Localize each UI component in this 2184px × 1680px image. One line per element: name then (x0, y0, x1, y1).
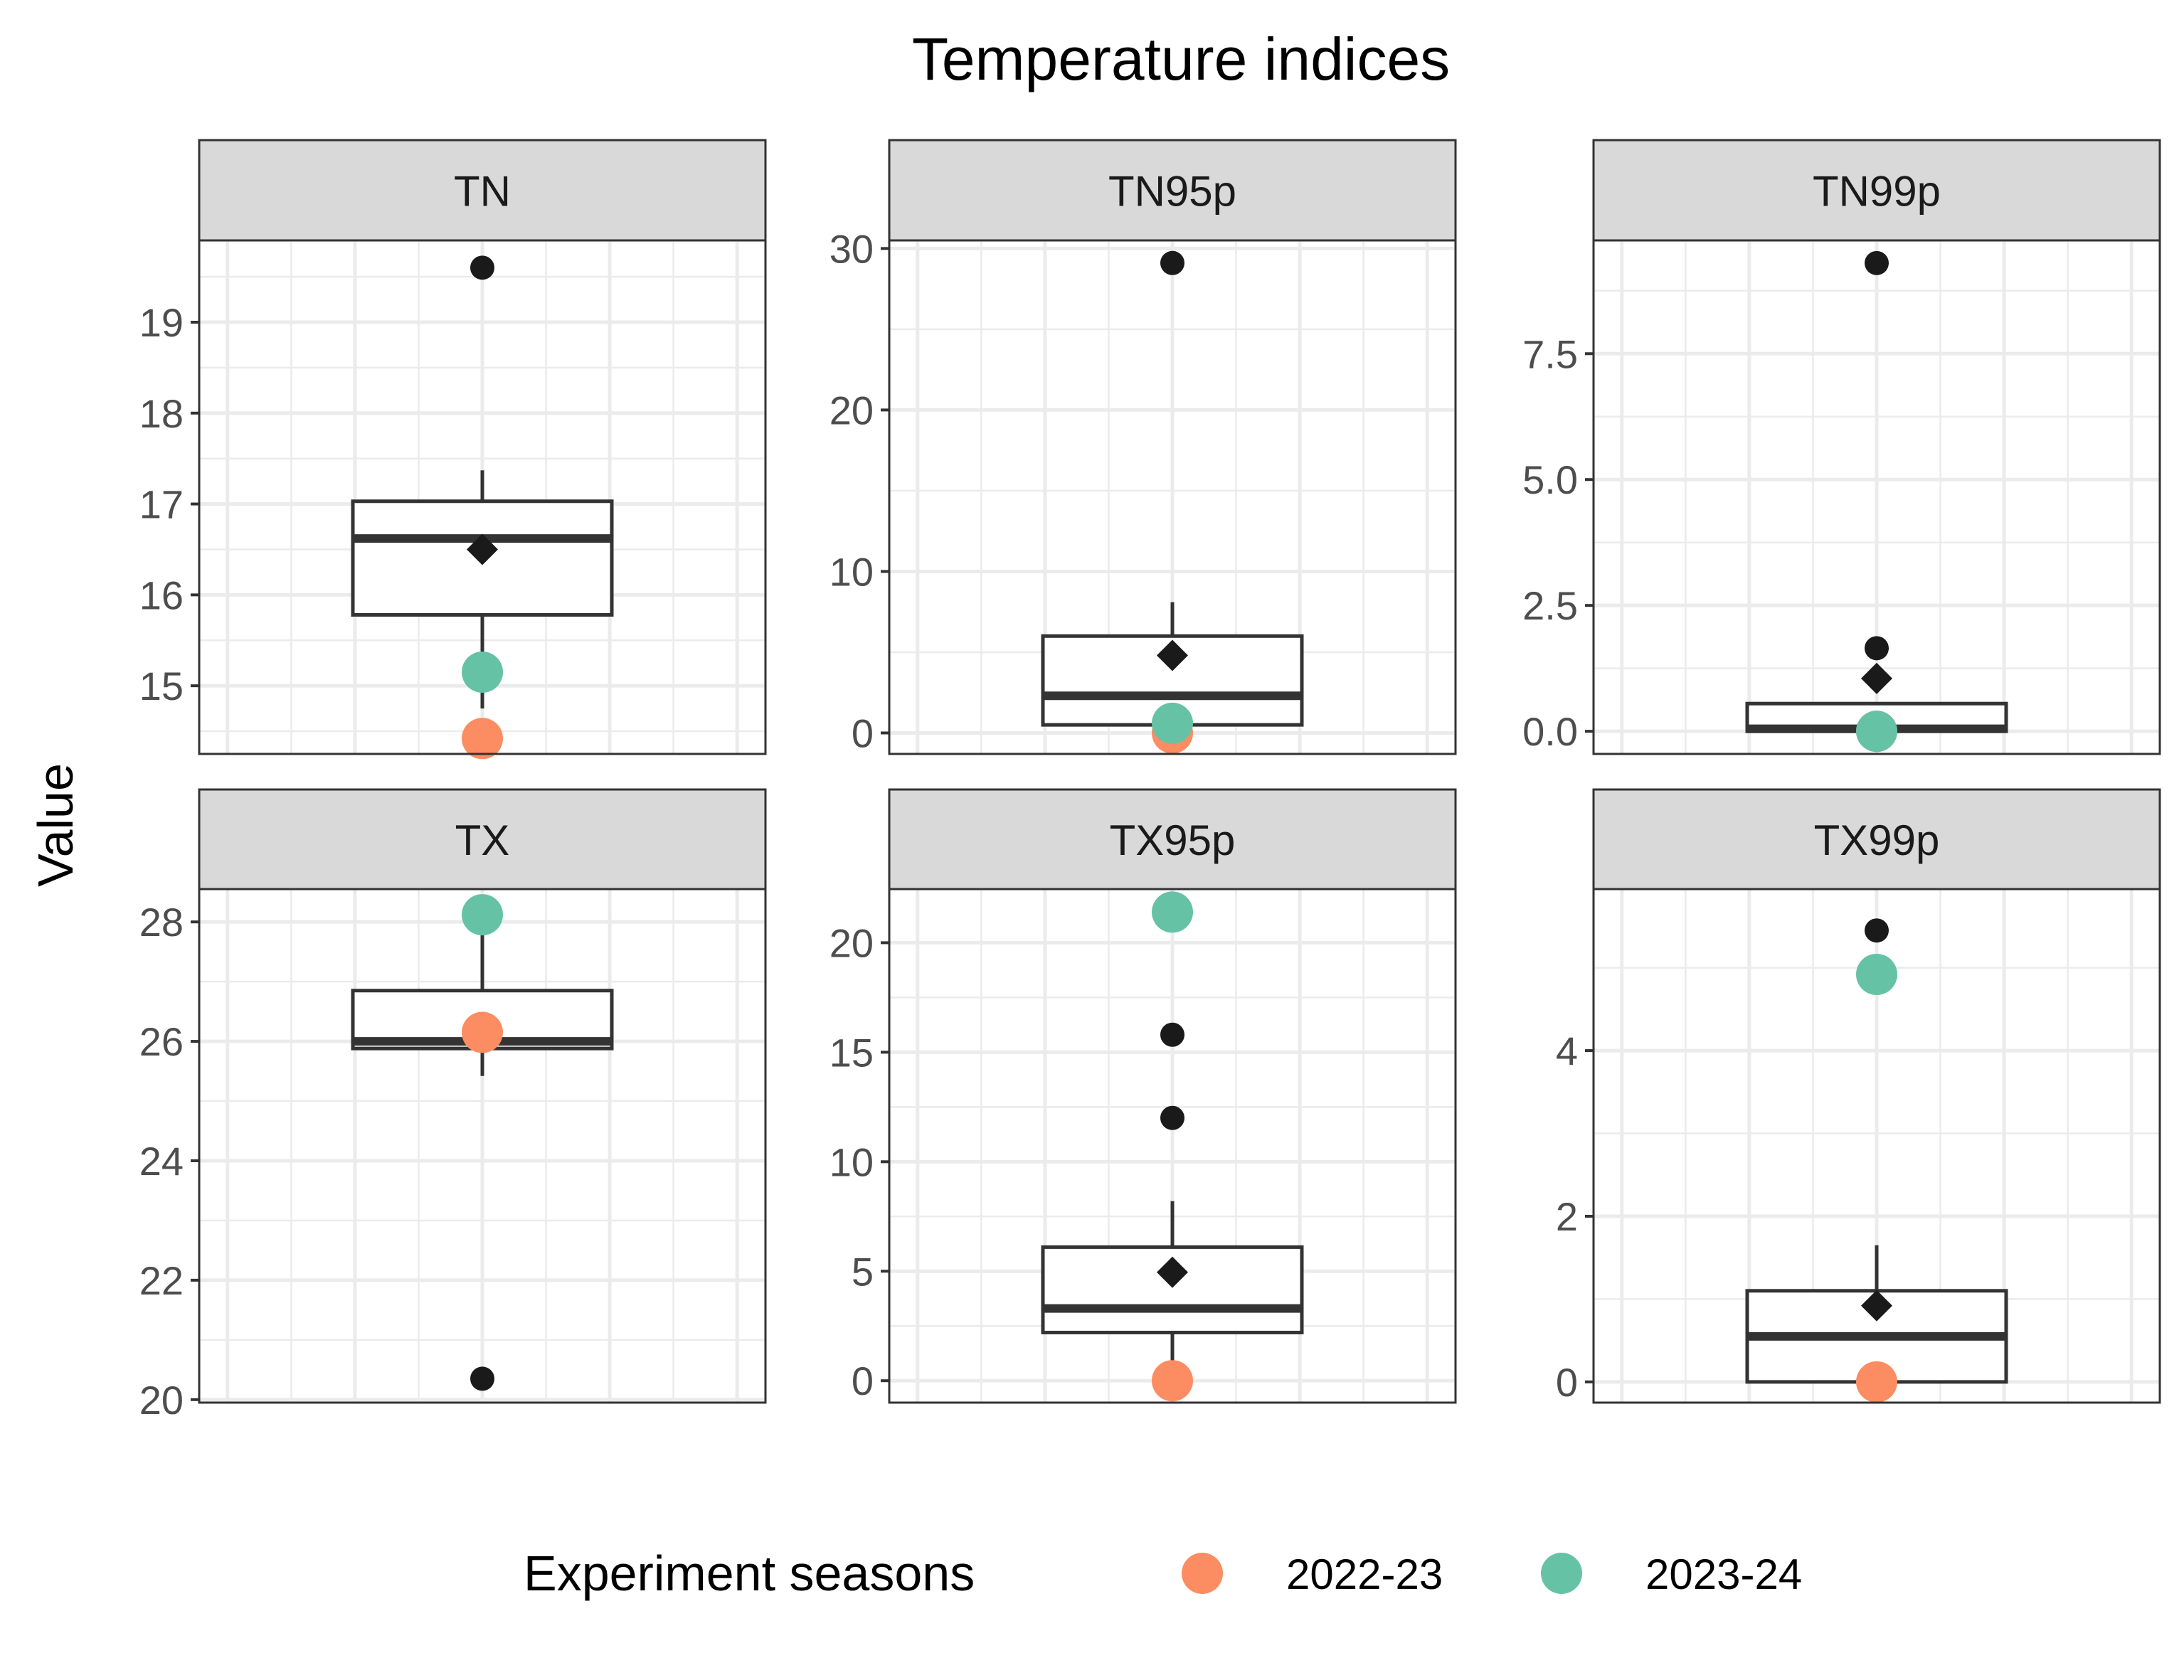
facet-strip (198, 139, 767, 242)
panel-border (1592, 888, 2161, 1404)
y-axis-label: Value (28, 763, 83, 887)
facet-strip (888, 788, 1457, 890)
mean-marker (1157, 639, 1188, 671)
legend-label: 2022-23 (1286, 1551, 1443, 1598)
y-tick-label: 19 (139, 300, 184, 345)
panel-border (198, 239, 767, 755)
facet-strip-label: TN (454, 168, 511, 216)
y-tick-label: 0 (852, 1359, 874, 1403)
facet-tn99p: TN99p 0.0 2.5 5.0 7.5 (1522, 139, 2161, 755)
y-tick-label: 5 (852, 1249, 874, 1294)
facet-strip-label: TX (455, 817, 510, 864)
outlier-point (1160, 1022, 1184, 1047)
facet-strip (198, 788, 767, 890)
outlier-point (1160, 1105, 1184, 1130)
y-tick-label: 10 (829, 549, 874, 594)
y-tick-label: 26 (139, 1019, 184, 1064)
facet-panels: TN1516171819TN95p0102030TN99p0.02.55.07.… (139, 139, 2161, 1423)
facet-strip-label: TN99p (1813, 168, 1941, 216)
facet-tx: TX 20 22 24 26 28 (139, 788, 767, 1423)
y-tick-label: 0 (852, 711, 874, 755)
season-point-2023-24 (1152, 891, 1193, 933)
y-tick-label: 2.5 (1522, 583, 1578, 628)
legend: Experiment seasons 2022-23 2023-24 (524, 1546, 1802, 1601)
mean-marker (1861, 662, 1892, 694)
season-point-2022-23 (462, 718, 503, 760)
y-tick-label: 10 (829, 1139, 874, 1184)
facet-strip-label: TN95p (1108, 168, 1236, 216)
y-tick-label: 20 (829, 388, 874, 432)
outlier-point (470, 1366, 494, 1391)
season-point-2023-24 (462, 894, 503, 936)
panel-border (888, 239, 1457, 755)
season-point-2022-23 (462, 1011, 503, 1053)
outlier-point (1865, 918, 1889, 943)
y-tick-label: 16 (139, 573, 184, 617)
legend-entry: 2023-24 (1541, 1551, 1802, 1598)
y-tick-label: 20 (139, 1378, 184, 1423)
season-point-2023-24 (1856, 953, 1897, 995)
y-tick-label: 20 (829, 920, 874, 965)
facet-strip (1592, 788, 2161, 890)
y-tick-label: 5.0 (1522, 457, 1578, 502)
mean-marker (1157, 1256, 1188, 1288)
outlier-point (1865, 636, 1889, 661)
legend-entries: 2022-23 2023-24 (1182, 1551, 1802, 1598)
y-tick-label: 2 (1556, 1194, 1578, 1239)
facet-tx95p: TX95p 0 5 10 15 20 (829, 788, 1457, 1404)
legend-swatch (1541, 1553, 1582, 1594)
panel-border (198, 888, 767, 1404)
facet-strip-label: TX95p (1110, 817, 1236, 864)
panel-border (1592, 239, 2161, 755)
y-tick-label: 4 (1556, 1028, 1578, 1073)
y-tick-label: 30 (829, 226, 874, 271)
season-point-2023-24 (1856, 711, 1897, 753)
facet-tn: TN 15 16 17 18 19 (139, 139, 767, 760)
season-point-2023-24 (1152, 702, 1193, 744)
mean-marker (467, 533, 498, 565)
legend-label: 2023-24 (1645, 1551, 1802, 1598)
y-tick-label: 15 (829, 1030, 874, 1075)
y-tick-label: 15 (139, 664, 184, 708)
facet-strip (1592, 139, 2161, 242)
y-tick-label: 17 (139, 482, 184, 527)
legend-title: Experiment seasons (524, 1546, 975, 1601)
panel-border (888, 888, 1457, 1404)
y-tick-label: 18 (139, 391, 184, 436)
season-point-2022-23 (1856, 1361, 1897, 1403)
chart-title: Temperature indices (912, 26, 1450, 92)
y-tick-label: 0 (1556, 1360, 1578, 1405)
season-point-2022-23 (1152, 1360, 1193, 1402)
y-tick-label: 0.0 (1522, 709, 1578, 754)
facet-strip-label: TX99p (1814, 817, 1940, 864)
legend-entry: 2022-23 (1182, 1551, 1443, 1598)
y-tick-label: 7.5 (1522, 331, 1578, 376)
outlier-point (1865, 250, 1889, 275)
facet-strip (888, 139, 1457, 242)
season-point-2023-24 (462, 651, 503, 693)
facet-tx99p: TX99p 0 2 4 (1556, 788, 2161, 1405)
outlier-point (1160, 250, 1184, 275)
legend-swatch (1182, 1553, 1223, 1594)
y-tick-label: 22 (139, 1258, 184, 1303)
y-tick-label: 28 (139, 900, 184, 945)
outlier-point (470, 255, 494, 280)
facet-tn95p: TN95p 0 10 20 30 (829, 139, 1457, 755)
mean-marker (1861, 1290, 1892, 1322)
y-tick-label: 24 (139, 1139, 184, 1184)
